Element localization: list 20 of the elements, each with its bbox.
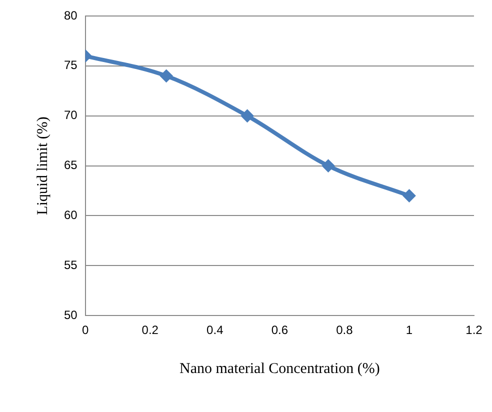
x-tick-label: 0 [82,323,90,338]
y-tick-label: 55 [64,258,78,272]
point [160,69,173,82]
x-tick-label: 0.8 [336,323,354,338]
y-tick-label: 75 [64,58,78,72]
y-tick-label: 65 [64,158,78,172]
point [402,189,416,202]
x-tick-label: 0.2 [142,323,159,338]
x-tick-label: 1 [406,323,413,338]
x-tick-label: 0.6 [271,323,288,338]
x-tick-label: 0.4 [206,323,224,338]
x-axis-title: Nano material Concentration (%) [180,360,380,377]
point [240,109,254,122]
y-tick-label: 50 [64,308,78,322]
point [322,159,335,172]
y-tick-label: 80 [64,8,78,22]
x-tick-label: 1.2 [466,323,483,338]
y-axis-title: Liquid limit (%) [34,116,51,215]
y-tick-label: 60 [64,208,78,222]
y-tick-label: 70 [64,108,78,122]
